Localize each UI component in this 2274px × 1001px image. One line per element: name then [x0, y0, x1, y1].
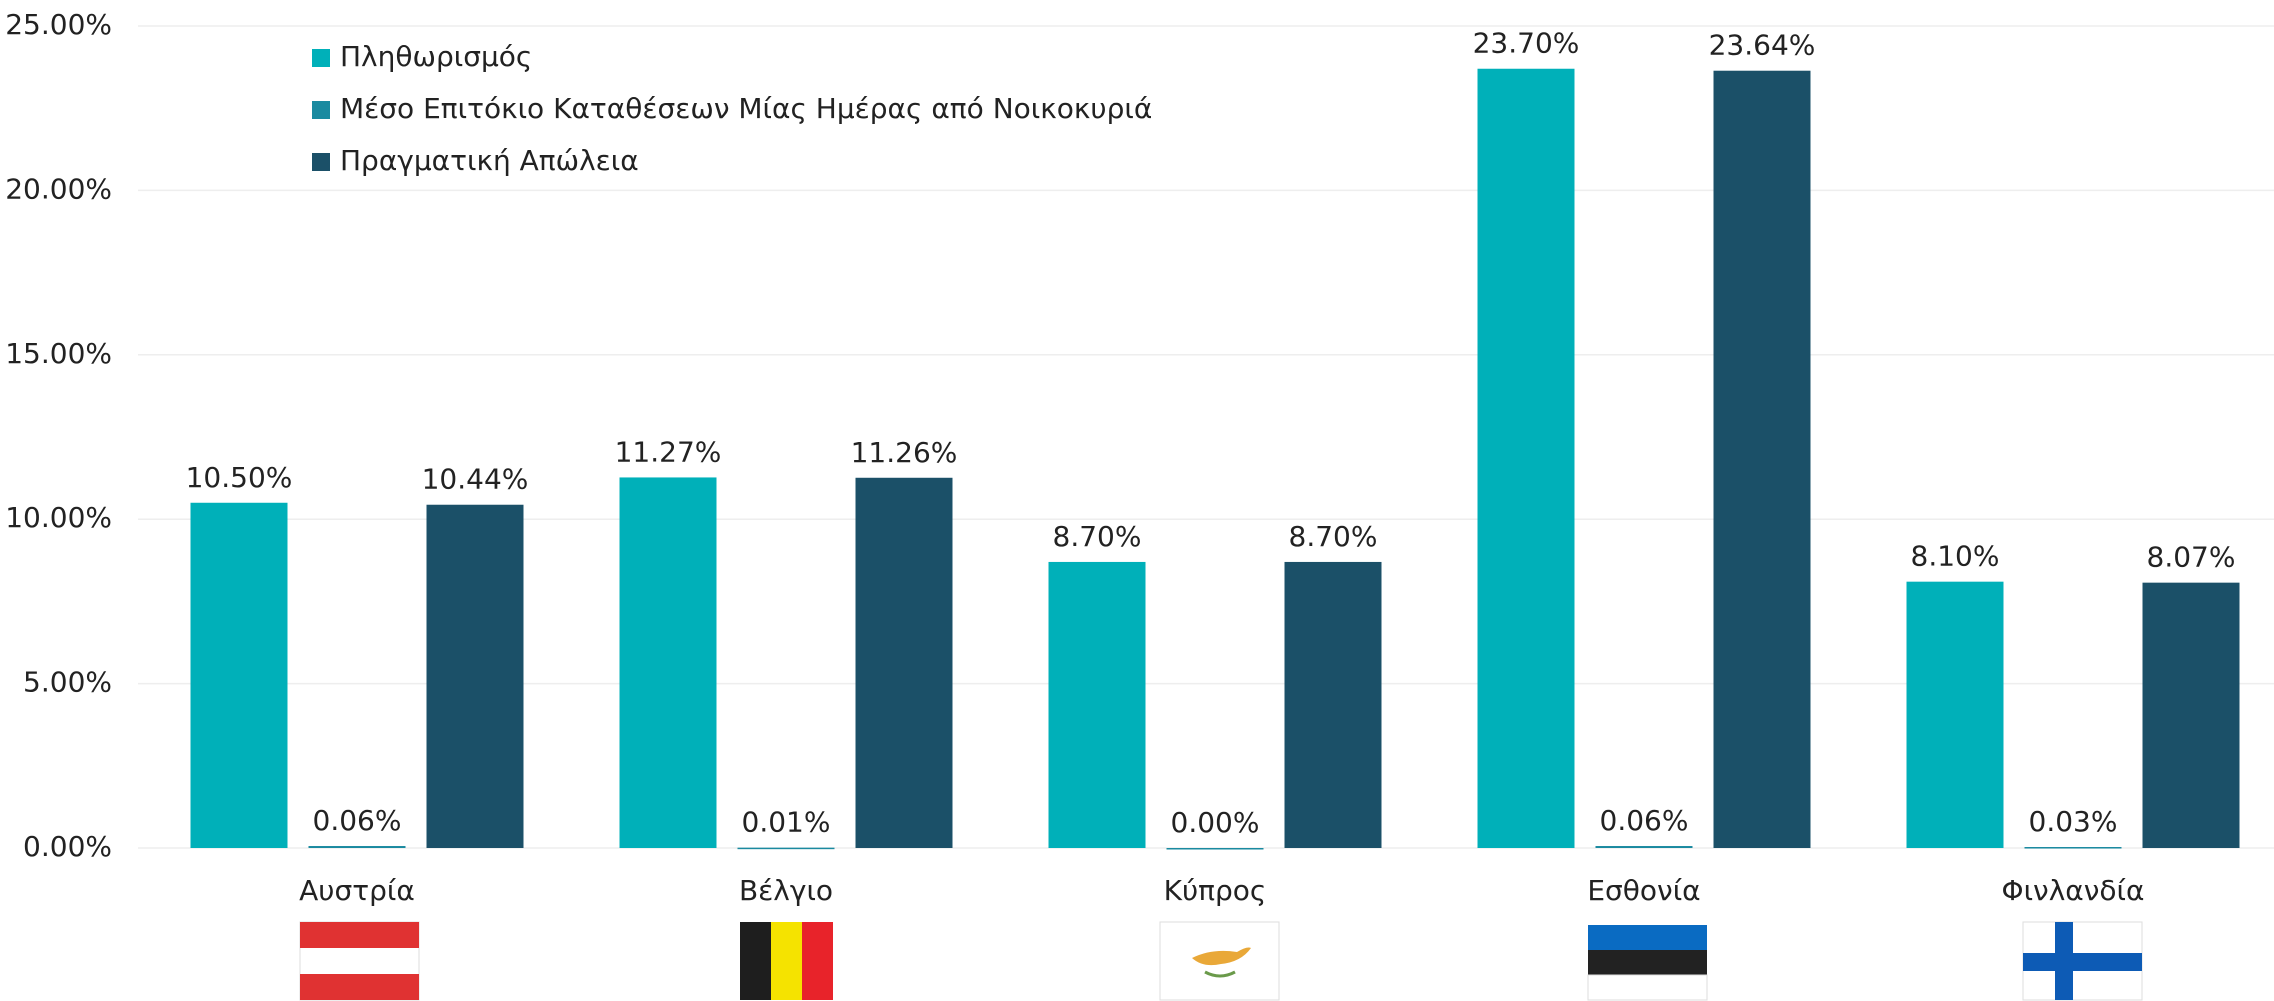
x-tick-label: Αυστρία	[299, 874, 415, 907]
data-label: 10.44%	[422, 463, 529, 496]
bar	[426, 504, 524, 848]
flag-belgium	[740, 922, 833, 1000]
data-label: 23.64%	[1709, 29, 1816, 62]
legend-swatch	[312, 49, 330, 67]
legend-swatch	[312, 153, 330, 171]
bar	[1166, 848, 1264, 850]
flag-estonia	[1587, 925, 1708, 1001]
data-label: 0.03%	[2029, 805, 2118, 838]
data-label: 23.70%	[1473, 27, 1580, 60]
legend-label: Πραγματική Απώλεια	[340, 144, 639, 177]
flag-cyprus	[1159, 921, 1280, 1001]
data-label: 8.07%	[2147, 541, 2236, 574]
data-label: 0.00%	[1171, 806, 1260, 839]
bar	[737, 847, 835, 850]
bar	[2142, 582, 2240, 848]
y-tick-label: 15.00%	[5, 337, 112, 370]
data-label: 11.26%	[851, 436, 958, 469]
data-label: 8.10%	[1911, 540, 2000, 573]
data-label: 0.06%	[313, 804, 402, 837]
x-tick-label: Κύπρος	[1164, 874, 1267, 907]
y-tick-label: 10.00%	[5, 501, 112, 534]
bar	[2024, 847, 2122, 849]
bar	[619, 477, 717, 848]
flag-finland	[2022, 921, 2143, 1001]
data-label: 0.01%	[742, 806, 831, 839]
bar	[1048, 561, 1146, 848]
data-label: 11.27%	[615, 435, 722, 468]
bar	[1595, 846, 1693, 848]
bar	[1906, 581, 2004, 848]
x-tick-label: Εσθονία	[1587, 874, 1700, 907]
legend-label: Μέσο Επιτόκιο Καταθέσεων Μίας Ημέρας από…	[340, 92, 1152, 125]
x-tick-label: Βέλγιο	[739, 874, 833, 907]
bar	[1713, 70, 1811, 848]
y-tick-label: 0.00%	[23, 830, 112, 863]
data-label: 0.06%	[1600, 804, 1689, 837]
data-label: 8.70%	[1289, 520, 1378, 553]
y-tick-label: 20.00%	[5, 172, 112, 205]
data-label: 8.70%	[1053, 520, 1142, 553]
flags	[299, 921, 2143, 1001]
y-tick-label: 25.00%	[5, 8, 112, 41]
flag-austria	[299, 921, 420, 1001]
legend-swatch	[312, 101, 330, 119]
data-label: 10.50%	[186, 461, 293, 494]
legend-label: Πληθωρισμός	[340, 40, 532, 73]
bar	[308, 846, 406, 848]
y-tick-label: 5.00%	[23, 666, 112, 699]
bar	[190, 502, 288, 848]
x-tick-label: Φινλανδία	[2002, 874, 2145, 907]
bar	[1477, 68, 1575, 848]
bar	[1284, 561, 1382, 848]
bar	[855, 477, 953, 848]
